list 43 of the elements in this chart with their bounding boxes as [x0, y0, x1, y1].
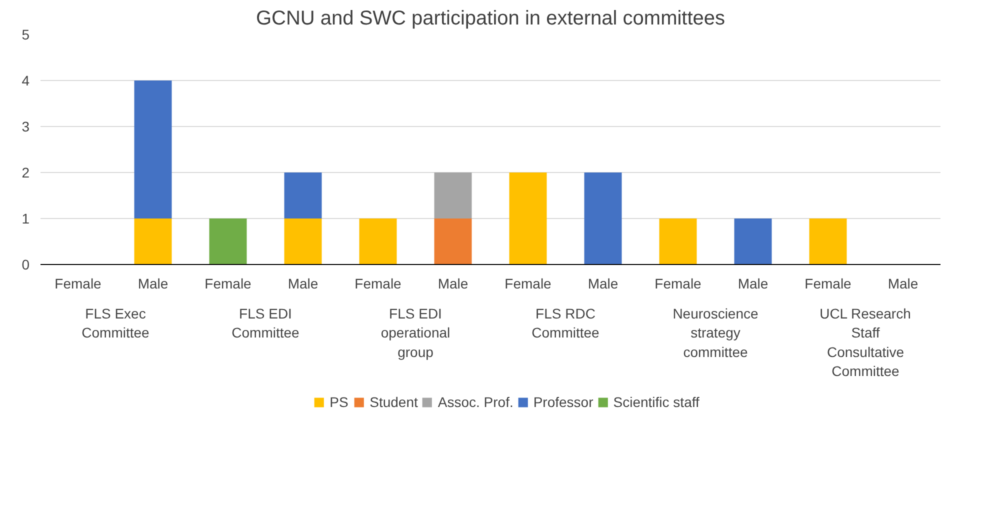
y-tick-label: 1	[22, 210, 30, 226]
bar	[734, 218, 772, 264]
bar	[209, 218, 247, 264]
x-tick-label: Female	[354, 276, 402, 292]
bar	[284, 172, 322, 218]
bar	[584, 172, 622, 264]
x-tick-label: Female	[654, 276, 702, 292]
y-tick-label: 4	[22, 72, 30, 88]
x-tick-label: Male	[888, 276, 918, 292]
text: FLS RDC Committee	[532, 306, 600, 341]
x-tick-label: Male	[588, 276, 618, 292]
chart-title: GCNU and SWC participation in external committees	[256, 8, 726, 30]
bar	[434, 218, 472, 264]
x-tick-label: Male	[738, 276, 768, 292]
y-tick-label: 2	[22, 164, 30, 180]
text: FLS EDI Committee	[232, 306, 300, 341]
bar	[134, 218, 172, 264]
text: FLS Exec Committee	[82, 306, 150, 341]
y-tick-label: 3	[22, 118, 30, 134]
text: UCL Research Staff Consultative Committee	[820, 306, 911, 380]
bar	[434, 172, 472, 218]
x-tick-label: Female	[54, 276, 102, 292]
text: FLS EDI operational group	[380, 306, 450, 360]
bar	[284, 218, 322, 264]
x-tick-label: Male	[438, 276, 468, 292]
x-tick-label: Male	[288, 276, 318, 292]
bar	[509, 172, 547, 264]
bar	[134, 80, 172, 218]
y-tick-label: 5	[22, 26, 30, 42]
y-tick-label: 0	[22, 256, 30, 272]
legend-label: Scientific staff	[613, 394, 700, 410]
x-tick-label: Female	[204, 276, 252, 292]
x-tick-label: Female	[504, 276, 552, 292]
x-tick-label: Female	[804, 276, 852, 292]
legend-label: Student	[370, 394, 418, 410]
legend-label: Assoc. Prof.	[438, 394, 514, 410]
bar	[809, 218, 847, 264]
bar	[359, 218, 397, 264]
text: Neuroscience strategy committee	[672, 306, 759, 360]
legend-label: Professor	[533, 394, 594, 410]
bar	[659, 218, 697, 264]
legend-label: PS	[330, 394, 350, 410]
x-tick-label: Male	[138, 276, 168, 292]
